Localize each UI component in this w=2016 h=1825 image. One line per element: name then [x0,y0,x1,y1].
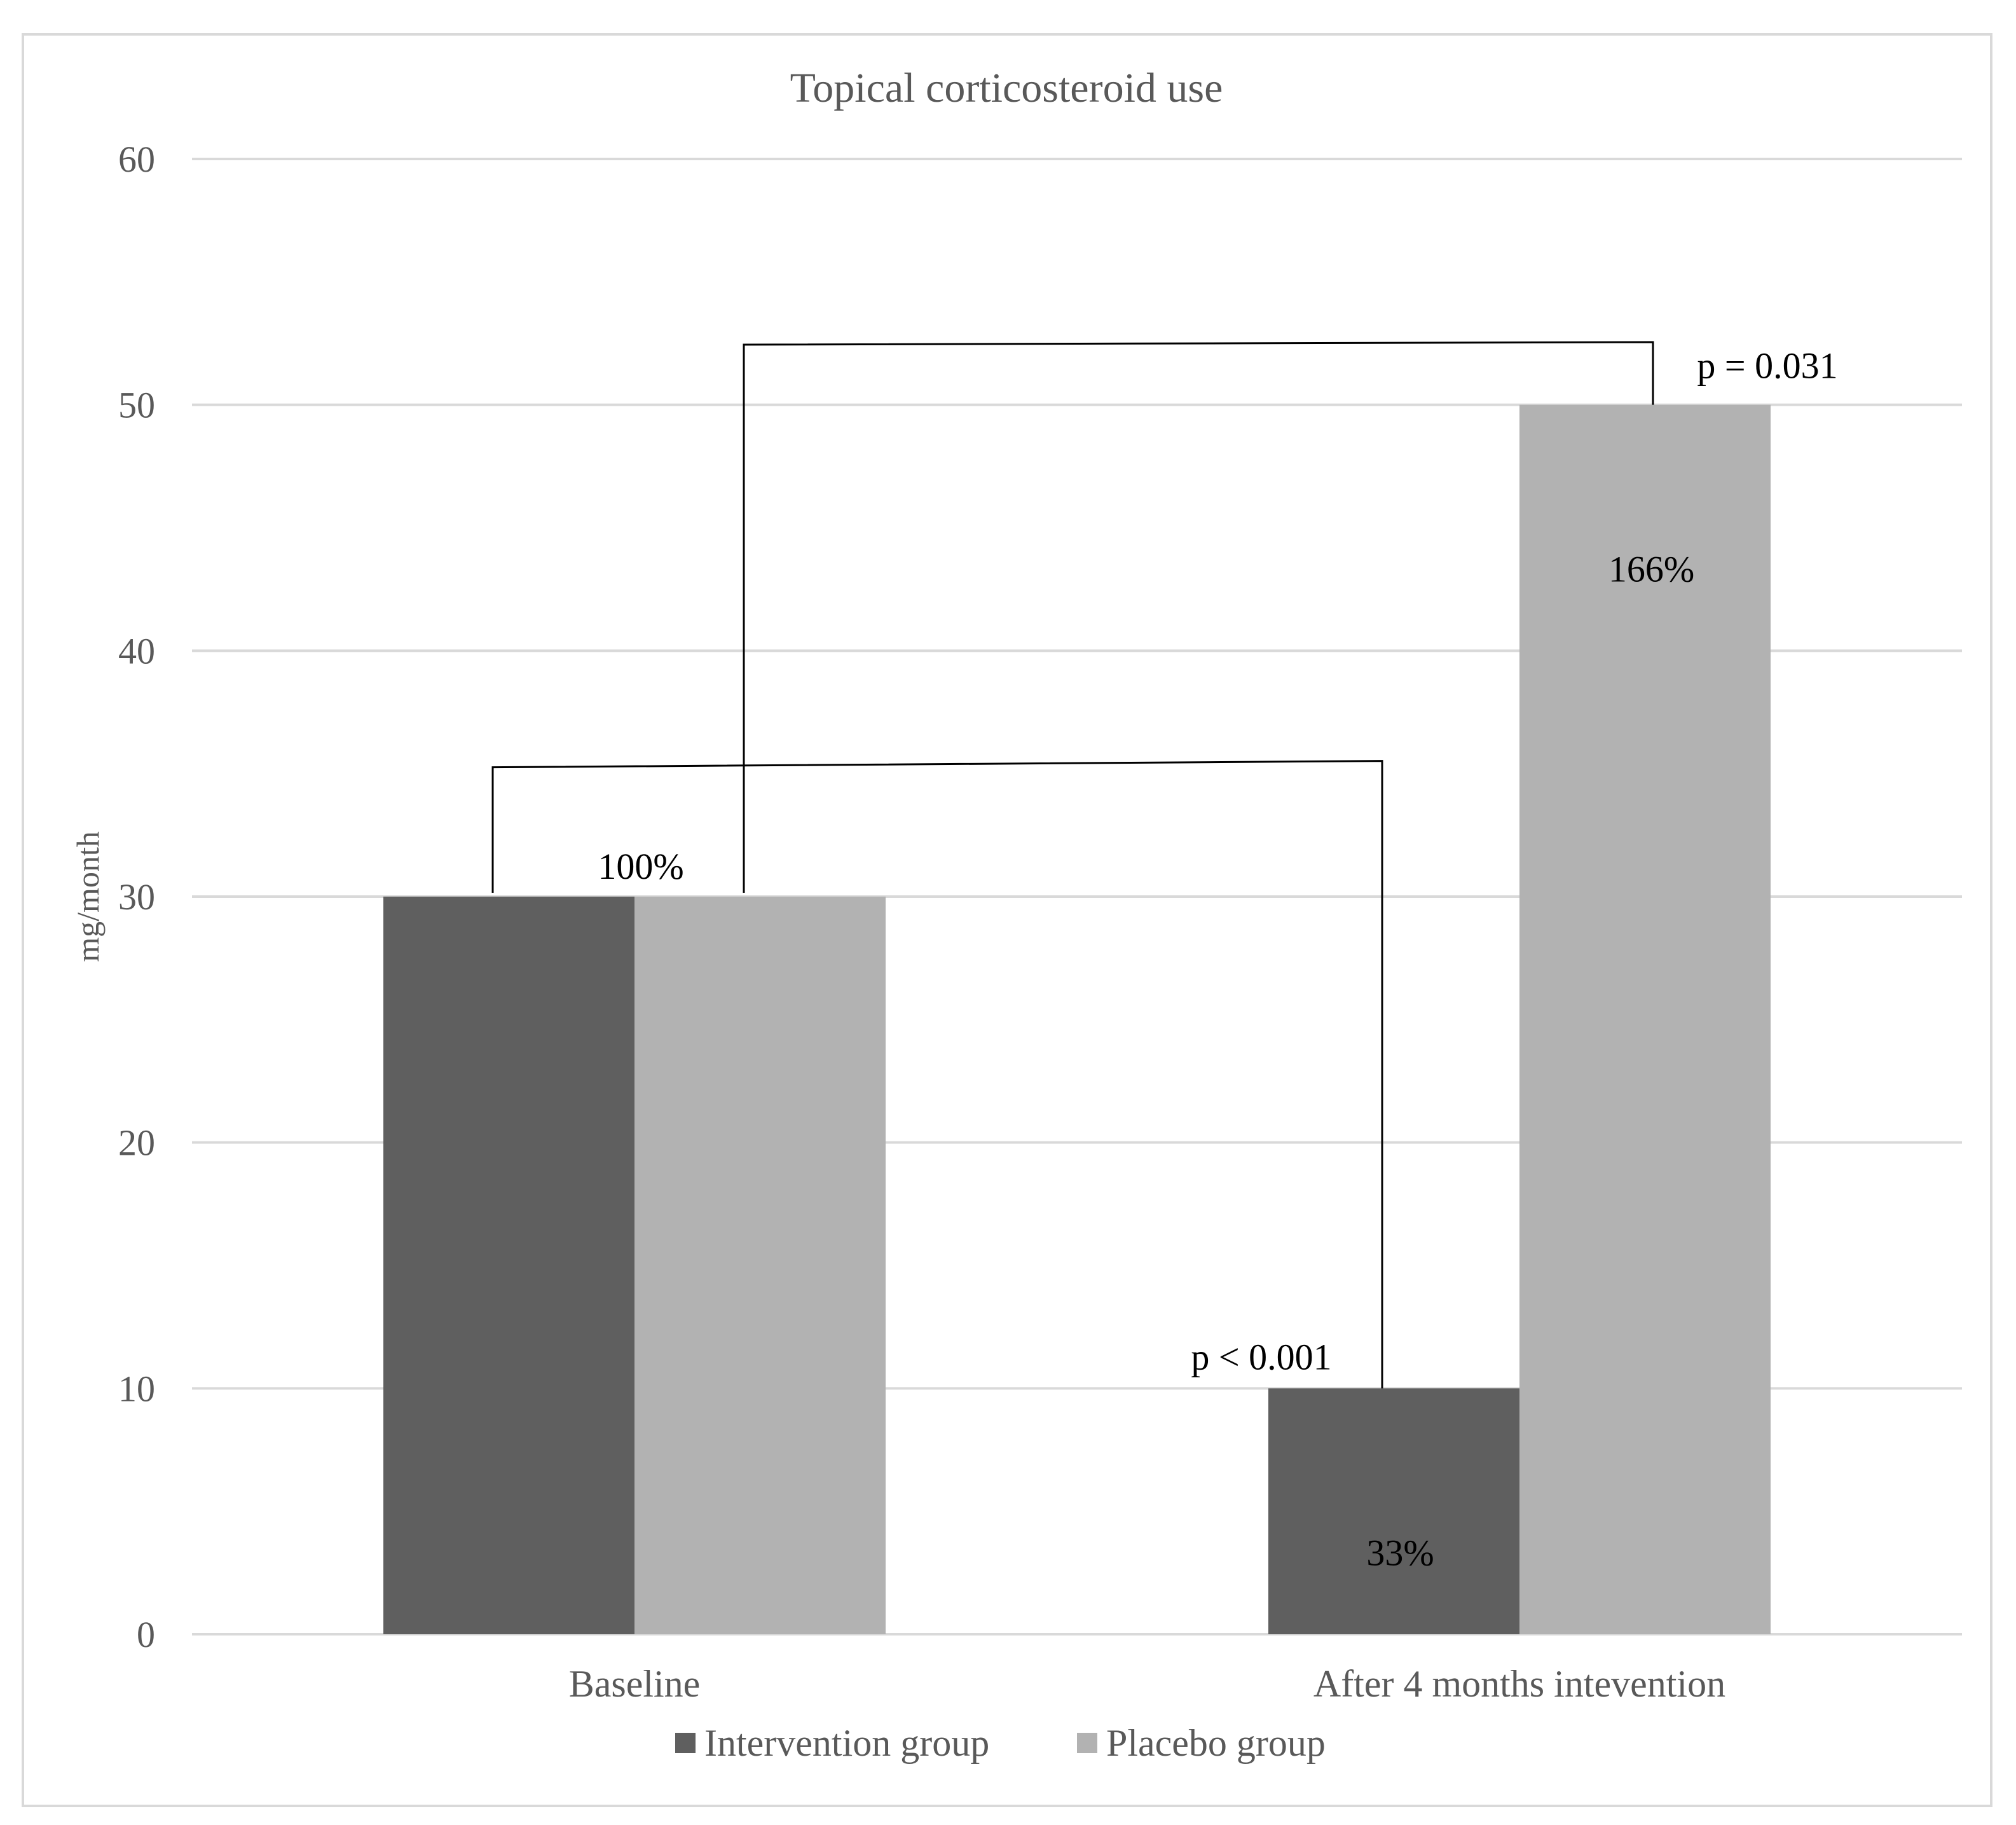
legend-placebo-label: Placebo group [1106,1722,1326,1764]
p-value-placebo: p = 0.031 [1697,345,1837,387]
data-label: 166% [1608,549,1694,590]
y-tick-label: 50 [118,385,155,426]
bar-placebo-1 [1519,404,1771,1634]
bar-placebo-0 [634,897,886,1634]
x-tick-label: After 4 months intevention [1313,1663,1725,1705]
p-value-intervention: p < 0.001 [1191,1336,1331,1377]
legend-placebo-swatch [1077,1733,1097,1753]
baseline-percent-label: 100% [598,846,683,887]
data-label: 33% [1366,1532,1434,1573]
bar-intervention-1 [1268,1388,1519,1634]
y-axis-label: mg/month [70,831,106,962]
y-tick-label: 40 [118,630,155,671]
y-tick-label: 60 [118,139,155,180]
x-tick-label: Baseline [569,1663,701,1705]
bar-intervention-0 [383,897,634,1634]
y-tick-label: 20 [118,1122,155,1164]
y-tick-label: 30 [118,876,155,918]
significance-brackets [491,341,1654,1389]
y-tick-label: 10 [118,1368,155,1409]
bracket-placebo [743,341,1654,893]
bracket-intervention [491,760,1383,1389]
legend-intervention-swatch [675,1733,696,1753]
chart-title: Topical corticosteroid use [790,65,1223,111]
bars [383,404,1771,1634]
labels: 0 10 20 30 40 50 60 Baseline After 4 months inte… [118,139,1838,1764]
legend-intervention-label: Intervention group [704,1722,989,1764]
y-tick-label: 0 [137,1614,155,1655]
